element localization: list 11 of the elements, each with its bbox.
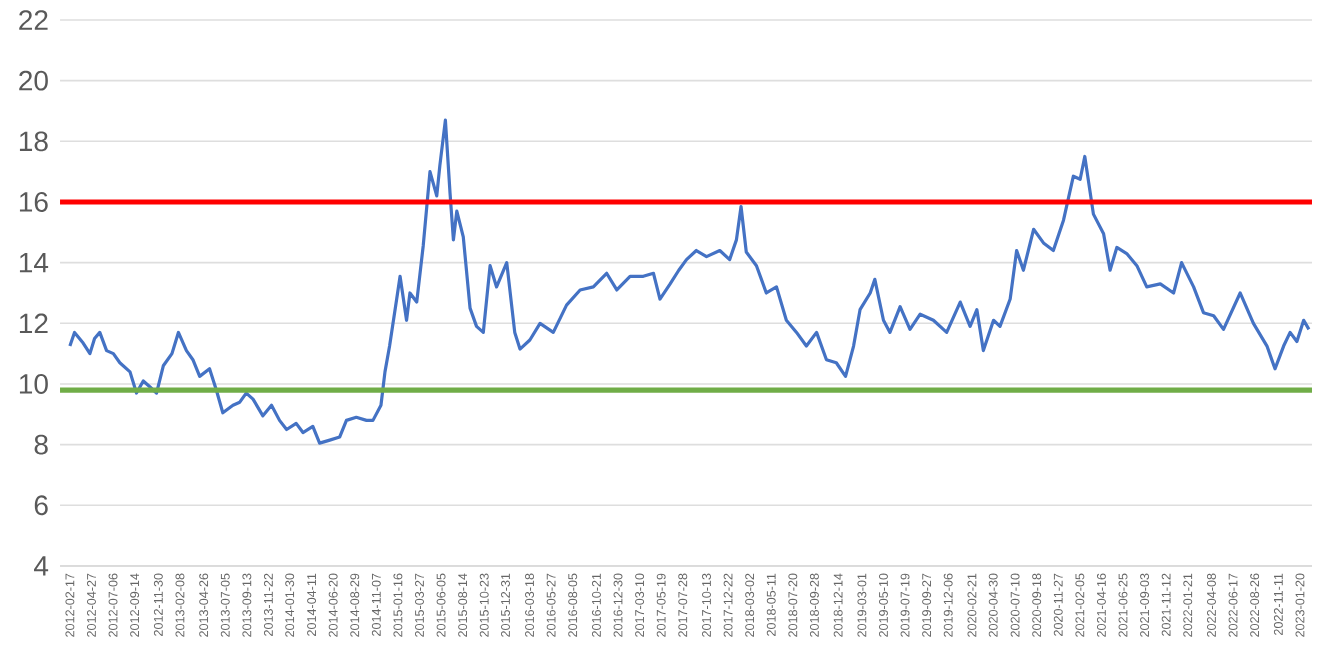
- y-tick-label: 20: [19, 70, 48, 91]
- line-series: [68, 118, 1311, 445]
- y-tick-label: 8: [34, 434, 48, 455]
- y-tick-label: 10: [19, 374, 48, 394]
- y-tick-label: 6: [34, 495, 48, 516]
- y-tick-label: 12: [19, 313, 48, 334]
- y-tick-label: 4: [34, 556, 49, 576]
- y-tick-label: 16: [19, 192, 48, 212]
- y-tick-label: 18: [19, 131, 48, 152]
- y-tick-label: 22: [19, 10, 48, 30]
- y-tick-label: 14: [19, 253, 49, 273]
